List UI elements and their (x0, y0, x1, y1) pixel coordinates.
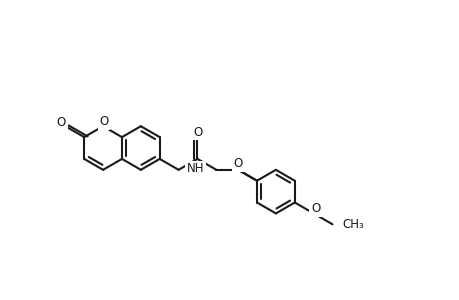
Text: O: O (310, 202, 319, 215)
Text: CH₃: CH₃ (341, 218, 364, 231)
Text: NH: NH (186, 162, 204, 175)
Text: O: O (233, 158, 242, 170)
Text: O: O (56, 116, 66, 129)
Text: O: O (99, 115, 108, 128)
Text: O: O (193, 126, 202, 139)
